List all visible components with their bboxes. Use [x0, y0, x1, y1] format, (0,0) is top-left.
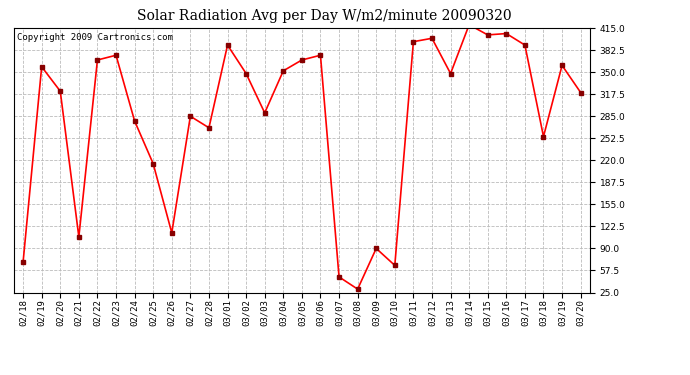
Text: Copyright 2009 Cartronics.com: Copyright 2009 Cartronics.com	[17, 33, 172, 42]
Text: Solar Radiation Avg per Day W/m2/minute 20090320: Solar Radiation Avg per Day W/m2/minute …	[137, 9, 511, 23]
